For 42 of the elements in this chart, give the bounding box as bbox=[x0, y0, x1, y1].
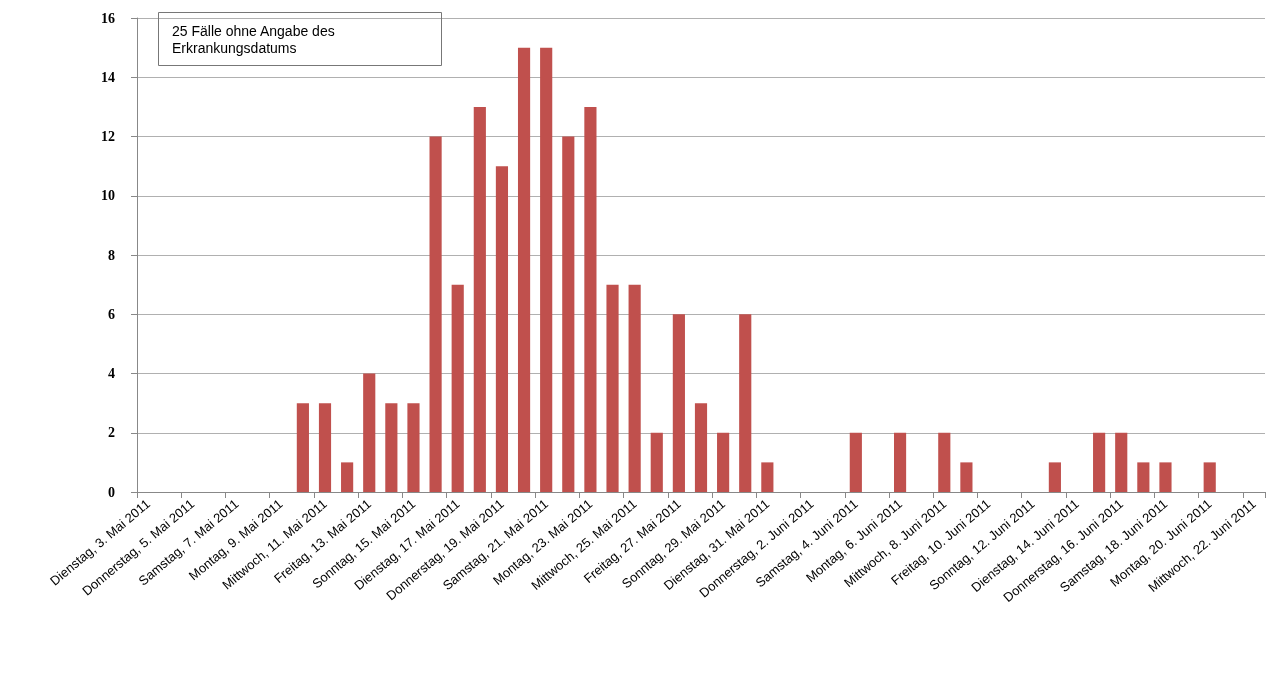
bar bbox=[517, 47, 531, 492]
y-tick-label: 6 bbox=[108, 306, 115, 322]
bar bbox=[849, 432, 862, 492]
bar bbox=[628, 284, 641, 492]
bar bbox=[1093, 432, 1106, 492]
y-tick-label: 14 bbox=[101, 69, 115, 85]
bar bbox=[296, 403, 309, 492]
bar bbox=[960, 462, 973, 492]
bar bbox=[1203, 462, 1216, 492]
bar bbox=[407, 403, 420, 492]
bar bbox=[495, 166, 509, 492]
bar bbox=[938, 432, 951, 492]
bar bbox=[1159, 462, 1172, 492]
bar bbox=[429, 136, 442, 492]
bar bbox=[385, 403, 398, 492]
y-tick-label: 16 bbox=[101, 10, 115, 26]
y-tick-label: 0 bbox=[108, 484, 115, 500]
bar bbox=[540, 47, 553, 492]
y-tick-label: 4 bbox=[108, 366, 115, 381]
bar bbox=[363, 373, 376, 492]
y-tick-label: 2 bbox=[108, 425, 115, 441]
bar bbox=[761, 462, 774, 492]
bar bbox=[318, 403, 332, 492]
bar bbox=[717, 432, 730, 492]
bar bbox=[672, 314, 685, 492]
bar bbox=[739, 314, 752, 492]
bar bbox=[606, 284, 619, 492]
annotation: 25 Fälle ohne Angabe des Erkrankungsdatums bbox=[172, 22, 339, 56]
bar bbox=[451, 284, 464, 492]
bar bbox=[1115, 432, 1128, 492]
bar bbox=[650, 432, 663, 492]
y-tick-label: 8 bbox=[108, 247, 115, 263]
y-tick-label: 10 bbox=[101, 188, 115, 204]
bar bbox=[1048, 462, 1061, 492]
bar bbox=[341, 462, 354, 492]
bar bbox=[473, 106, 486, 492]
bar bbox=[562, 136, 575, 492]
bar bbox=[1137, 462, 1150, 492]
bar bbox=[694, 403, 708, 492]
bar bbox=[893, 432, 907, 492]
y-tick-label: 12 bbox=[101, 129, 115, 144]
bar bbox=[584, 106, 597, 492]
